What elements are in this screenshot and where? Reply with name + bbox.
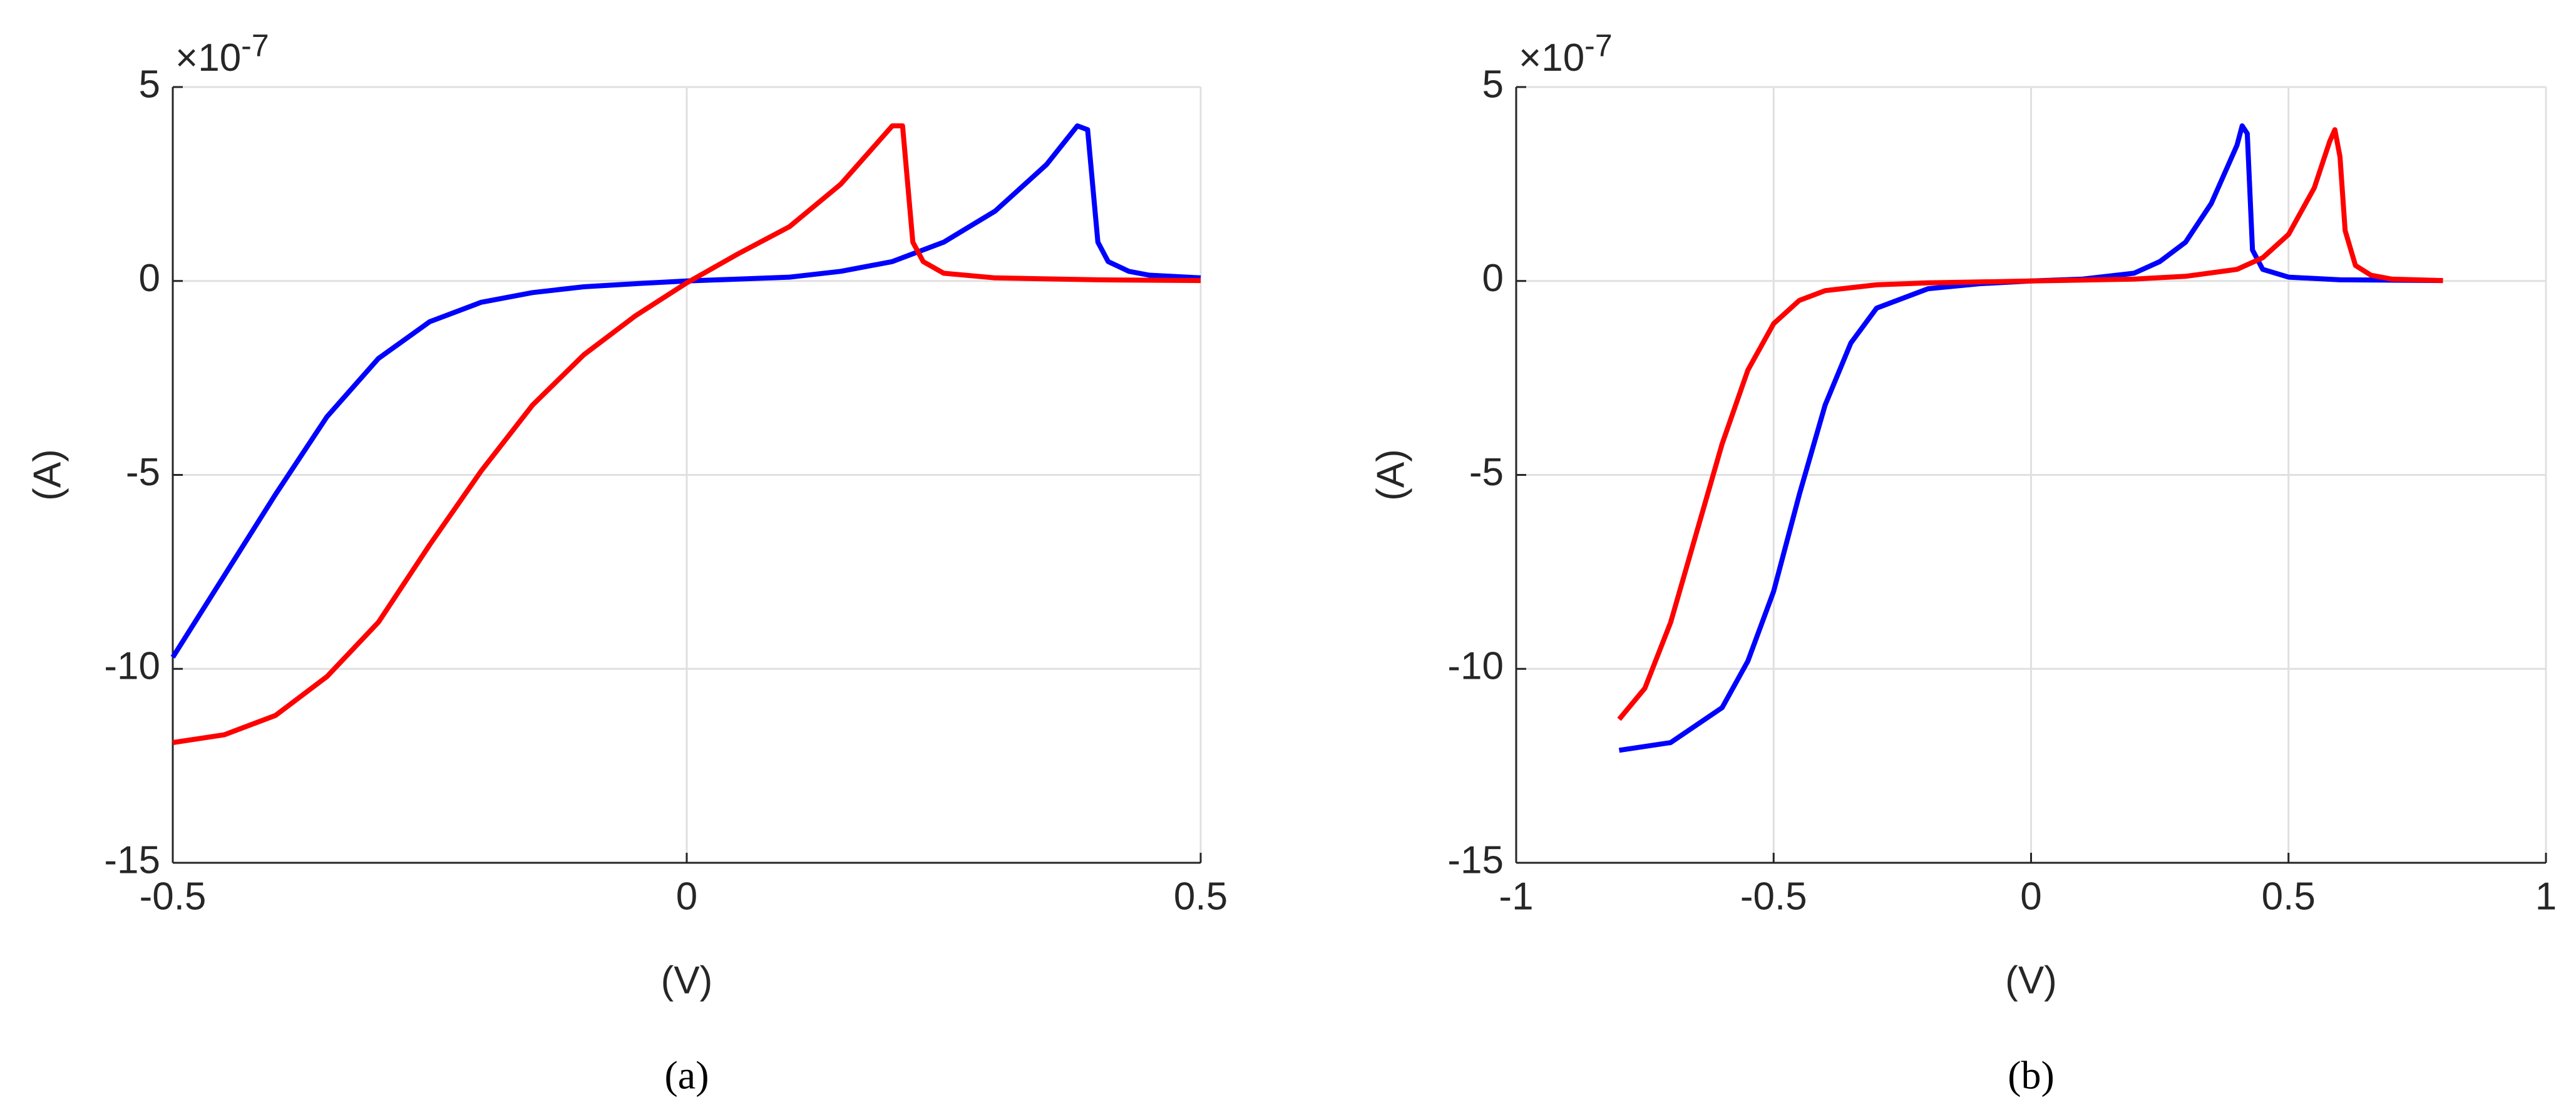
y-tick-label: 5 xyxy=(1482,63,1504,106)
y-scale-base: ×10 xyxy=(1519,36,1584,80)
x-tick-label: 1 xyxy=(2535,875,2557,918)
y-tick-label: -10 xyxy=(104,645,160,688)
caption: (b) xyxy=(2008,1053,2055,1098)
y-tick-label: -15 xyxy=(104,838,160,882)
data-line xyxy=(170,123,1201,659)
x-axis-label: (V) xyxy=(2005,959,2057,1002)
x-tick-label: 0.5 xyxy=(2262,875,2316,918)
caption: (a) xyxy=(664,1053,709,1098)
y-tick-label: -10 xyxy=(1447,645,1504,688)
data-line xyxy=(172,123,1201,745)
y-axis-label: (A) xyxy=(26,449,69,501)
x-tick-label: -0.5 xyxy=(140,875,207,918)
x-tick-label: 0 xyxy=(676,875,697,918)
y-tick-label: -15 xyxy=(1447,838,1504,882)
y-scale-label: ×10-7 xyxy=(175,28,269,80)
y-scale-exponent: -7 xyxy=(1584,28,1612,63)
y-axis-label: (A) xyxy=(1369,449,1412,501)
x-tick-label: 0.5 xyxy=(1174,875,1228,918)
x-axis-label: (V) xyxy=(661,959,713,1002)
x-tick-label: -0.5 xyxy=(1740,875,1807,918)
y-tick-label: -5 xyxy=(1469,451,1504,494)
y-tick-label: -5 xyxy=(126,451,160,494)
y-tick-label: 0 xyxy=(139,257,160,300)
y-tick-label: 5 xyxy=(139,63,160,106)
y-scale-exponent: -7 xyxy=(241,28,269,63)
y-tick-label: 0 xyxy=(1482,257,1504,300)
x-tick-label: 0 xyxy=(2020,875,2041,918)
y-scale-base: ×10 xyxy=(175,36,241,80)
x-tick-label: -1 xyxy=(1499,875,1533,918)
y-scale-label: ×10-7 xyxy=(1519,28,1613,80)
data-line xyxy=(1617,127,2443,721)
